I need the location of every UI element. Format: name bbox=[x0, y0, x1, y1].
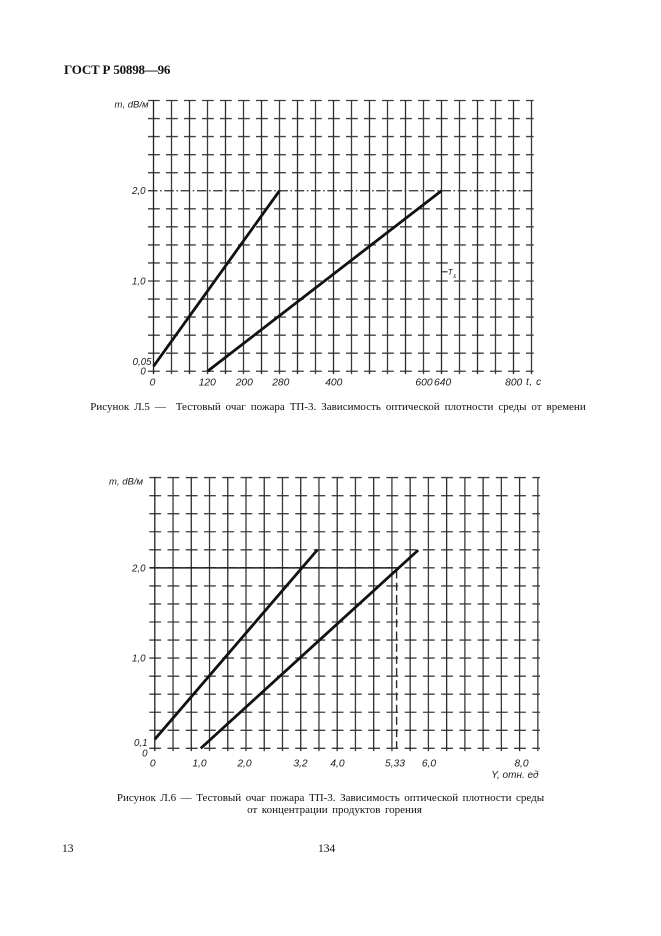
svg-text:Y, отн. ед: Y, отн. ед bbox=[491, 770, 539, 781]
svg-text:m, dB/м: m, dB/м bbox=[115, 100, 149, 111]
svg-text:200: 200 bbox=[235, 378, 253, 389]
svg-text:400: 400 bbox=[325, 378, 342, 389]
svg-text:2,0: 2,0 bbox=[131, 186, 146, 197]
svg-text:2,0: 2,0 bbox=[236, 758, 252, 769]
svg-text:t, c: t, c bbox=[526, 377, 542, 388]
svg-text:1,0: 1,0 bbox=[132, 277, 146, 288]
svg-text:120: 120 bbox=[199, 378, 216, 389]
svg-text:5,33: 5,33 bbox=[385, 758, 405, 769]
svg-text:640: 640 bbox=[434, 378, 451, 389]
svg-text:T: T bbox=[448, 268, 454, 277]
svg-text:0,05: 0,05 bbox=[133, 357, 152, 368]
svg-text:1,0: 1,0 bbox=[132, 654, 146, 665]
svg-text:3,2: 3,2 bbox=[293, 758, 308, 769]
svg-text:600: 600 bbox=[415, 378, 432, 389]
svg-text:0: 0 bbox=[150, 378, 156, 389]
svg-text:800: 800 bbox=[505, 378, 522, 389]
svg-text:8,0: 8,0 bbox=[514, 758, 529, 769]
svg-text:0,1: 0,1 bbox=[134, 738, 147, 749]
svg-text:0: 0 bbox=[140, 367, 146, 378]
svg-text:280: 280 bbox=[271, 378, 289, 389]
svg-text:0: 0 bbox=[150, 758, 156, 769]
svg-text:ε: ε bbox=[453, 273, 456, 280]
svg-text:2,0: 2,0 bbox=[131, 563, 146, 574]
svg-text:1,0: 1,0 bbox=[192, 758, 207, 769]
svg-text:0: 0 bbox=[142, 749, 148, 760]
svg-text:m, dB/м: m, dB/м bbox=[109, 476, 143, 487]
svg-text:4,0: 4,0 bbox=[330, 758, 345, 769]
svg-text:6,0: 6,0 bbox=[422, 758, 437, 769]
